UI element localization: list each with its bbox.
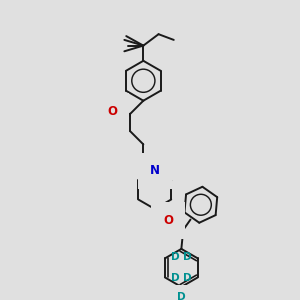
Text: D: D	[171, 273, 180, 283]
Text: N: N	[150, 164, 160, 178]
Text: D: D	[177, 292, 186, 300]
Text: O: O	[107, 105, 117, 118]
Text: D: D	[183, 252, 192, 262]
Text: D: D	[183, 273, 192, 283]
Text: D: D	[171, 252, 180, 262]
Text: O: O	[163, 214, 173, 227]
